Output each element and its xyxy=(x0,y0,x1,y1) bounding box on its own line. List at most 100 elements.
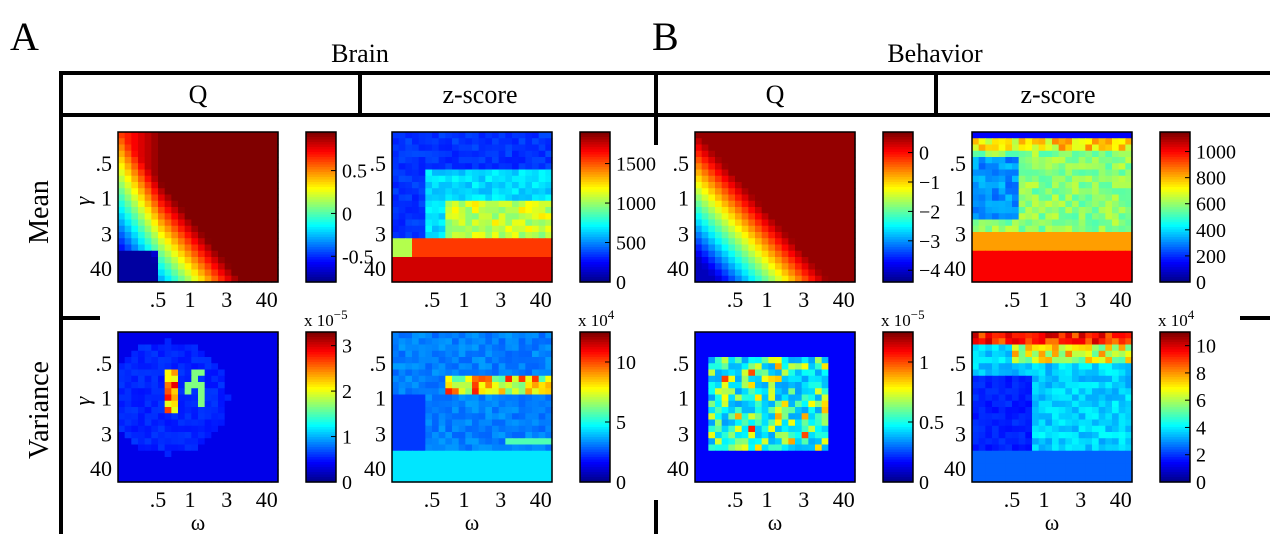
heatmap-cell xyxy=(848,369,856,377)
x-tick-label: 1 xyxy=(1039,287,1050,312)
heatmap-cell xyxy=(191,200,199,208)
heatmap-cell xyxy=(124,169,132,177)
heatmap-cell xyxy=(465,475,473,483)
heatmap-cell xyxy=(828,419,836,427)
heatmap-cell xyxy=(271,275,279,283)
heatmap-cell xyxy=(512,444,520,452)
heatmap-cell xyxy=(138,150,146,158)
heatmap-cell xyxy=(238,194,246,202)
heatmap-cell xyxy=(171,400,179,408)
heatmap-cell xyxy=(815,269,823,277)
colorbar-segment xyxy=(883,259,913,263)
heatmap-cell xyxy=(144,438,152,446)
heatmap-cell xyxy=(485,163,493,171)
heatmap-cell xyxy=(1052,132,1060,139)
heatmap-cell xyxy=(238,332,246,339)
heatmap-cell xyxy=(1112,225,1120,233)
heatmap-cell xyxy=(768,419,776,427)
heatmap-cell xyxy=(184,450,192,458)
heatmap-cell xyxy=(532,338,540,346)
heatmap-cell xyxy=(505,332,513,339)
heatmap-cell xyxy=(244,463,252,471)
heatmap-cell xyxy=(532,182,540,189)
colorbar-segment xyxy=(883,167,913,171)
heatmap-cell xyxy=(438,369,446,377)
heatmap-cell xyxy=(425,157,433,164)
heatmap-cell xyxy=(224,263,232,271)
heatmap-cell xyxy=(512,200,520,208)
heatmap-cell xyxy=(755,232,763,239)
heatmap-cell xyxy=(452,232,460,239)
heatmap-cell xyxy=(465,200,473,208)
heatmap-cell xyxy=(264,475,272,483)
heatmap-cell xyxy=(458,450,466,458)
heatmap-cell xyxy=(218,363,226,371)
heatmap-cell xyxy=(258,238,266,246)
heatmap-cell xyxy=(815,419,823,427)
heatmap-cell xyxy=(244,207,252,214)
y-tick-label: 3 xyxy=(678,222,689,247)
heatmap-cell xyxy=(1032,169,1040,177)
heatmap-cell xyxy=(795,244,803,252)
heatmap-cell xyxy=(218,244,226,252)
heatmap-cell xyxy=(251,357,259,364)
heatmap-cell xyxy=(545,169,553,177)
heatmap-cell xyxy=(204,194,212,202)
heatmap-cell xyxy=(795,338,803,346)
heatmap-cell xyxy=(445,388,453,396)
heatmap-cell xyxy=(438,438,446,446)
heatmap-cell xyxy=(1072,188,1080,196)
heatmap-cell xyxy=(755,219,763,227)
heatmap-cell xyxy=(498,457,506,464)
heatmap-cell xyxy=(398,244,406,252)
colorbar-segment xyxy=(883,464,913,468)
colorbar-segment xyxy=(883,444,913,448)
heatmap-cell xyxy=(978,132,986,139)
colorbar-frame xyxy=(305,131,337,283)
heatmap-cell xyxy=(768,444,776,452)
heatmap-cell xyxy=(438,175,446,183)
heatmap-cell xyxy=(1098,263,1106,271)
heatmap-cell xyxy=(465,450,473,458)
heatmap-cell xyxy=(835,257,843,264)
heatmap-cell xyxy=(158,244,166,252)
heatmap-cell xyxy=(438,332,446,339)
heatmap-cell xyxy=(748,194,756,202)
heatmap-cell xyxy=(251,382,259,389)
heatmap-cell xyxy=(755,238,763,246)
heatmap-cell xyxy=(118,225,126,233)
heatmap-cell xyxy=(518,132,526,139)
heatmap-cell xyxy=(808,169,816,177)
heatmap-cell xyxy=(445,213,453,221)
heatmap-cell xyxy=(775,169,783,177)
colorbar-tick-label: 0 xyxy=(342,472,352,494)
heatmap-cell xyxy=(755,369,763,377)
heatmap-cell xyxy=(735,275,743,283)
heatmap-cell xyxy=(124,463,132,471)
heatmap-cell xyxy=(532,369,540,377)
colorbar-multiplier: x 10−5 xyxy=(881,307,925,330)
heatmap-cell xyxy=(835,244,843,252)
heatmap-cell xyxy=(238,269,246,277)
heatmap-cell xyxy=(1078,263,1086,271)
heatmap-cell xyxy=(1065,150,1073,158)
heatmap-cell xyxy=(801,344,809,352)
heatmap-cell xyxy=(432,207,440,214)
heatmap-cell xyxy=(492,463,500,471)
heatmap-cell xyxy=(231,269,239,277)
heatmap-cell xyxy=(151,219,159,227)
heatmap-cell xyxy=(505,238,513,246)
heatmap-cell xyxy=(418,457,426,464)
colorbar-segment xyxy=(580,182,610,186)
colorbar-tick-label: 2 xyxy=(342,381,352,403)
heatmap-cell xyxy=(1025,150,1033,158)
heatmap-cell xyxy=(211,463,219,471)
heatmap-cell xyxy=(841,382,849,389)
heatmap-cell xyxy=(992,425,1000,433)
heatmap-cell xyxy=(808,438,816,446)
heatmap-cell xyxy=(218,232,226,239)
heatmap-cell xyxy=(1018,369,1026,377)
heatmap-cell xyxy=(525,169,533,177)
